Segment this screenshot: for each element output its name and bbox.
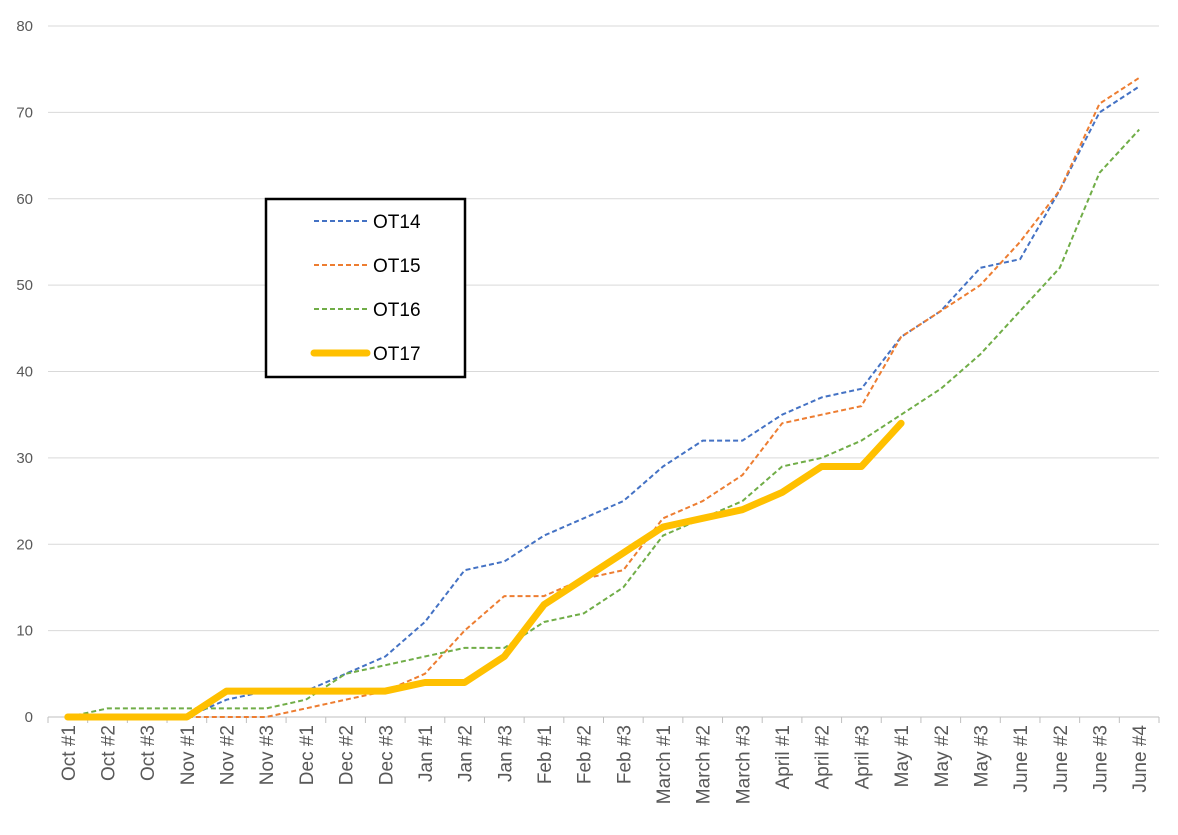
x-tick-label: Jan #1 xyxy=(416,725,437,782)
y-tick-label: 30 xyxy=(16,450,33,467)
x-tick-label: April #1 xyxy=(773,725,794,789)
legend-label-ot16: OT16 xyxy=(373,300,421,321)
series-line-ot17 xyxy=(64,419,905,721)
x-tick-label: Dec #3 xyxy=(376,725,397,785)
x-tick-label: June #1 xyxy=(1011,725,1032,793)
x-tick-label: March #1 xyxy=(654,725,675,804)
x-tick-label: May #1 xyxy=(892,725,913,787)
legend-label-ot14: OT14 xyxy=(373,212,421,233)
x-tick-label: March #3 xyxy=(733,725,754,804)
x-tick-label: Oct #3 xyxy=(138,725,159,781)
x-tick-label: June #4 xyxy=(1130,725,1151,793)
x-tick-label: April #3 xyxy=(852,725,873,789)
x-tick-label: Feb #2 xyxy=(575,725,596,784)
y-tick-label: 40 xyxy=(16,364,33,381)
y-tick-label: 50 xyxy=(16,277,33,294)
y-tick-label: 10 xyxy=(16,623,33,640)
series-line-ot16 xyxy=(67,128,1140,718)
legend-box xyxy=(264,197,467,379)
y-tick-label: 60 xyxy=(16,191,33,208)
legend: OT14 OT15 OT16 OT17 xyxy=(264,197,467,379)
legend-label-ot17: OT17 xyxy=(373,344,421,365)
x-tick-label: Dec #1 xyxy=(297,725,318,785)
gridlines xyxy=(48,25,1159,632)
y-tick-label: 80 xyxy=(16,18,33,35)
series-lines xyxy=(64,76,1140,721)
x-tick-label: Nov #1 xyxy=(178,725,199,785)
y-axis: 0 10 20 30 40 50 60 70 80 xyxy=(16,18,33,726)
x-tick-label: Feb #3 xyxy=(614,725,635,784)
x-tick-label: Dec #2 xyxy=(337,725,358,785)
x-tick-label: Feb #1 xyxy=(535,725,556,784)
y-tick-label: 70 xyxy=(16,104,33,121)
x-tick-label: June #3 xyxy=(1090,725,1111,793)
series-line-ot14 xyxy=(67,85,1140,718)
x-tick-label: Nov #2 xyxy=(218,725,239,785)
x-tick-label: Nov #3 xyxy=(257,725,278,785)
legend-label-ot15: OT15 xyxy=(373,256,421,277)
x-tick-label: May #2 xyxy=(932,725,953,787)
x-tick-label: May #3 xyxy=(971,725,992,787)
x-tick-label: April #2 xyxy=(813,725,834,789)
x-tick-label: Oct #2 xyxy=(99,725,120,781)
x-tick-label: March #2 xyxy=(694,725,715,804)
x-tick-label: Jan #2 xyxy=(456,725,477,782)
x-tick-label: Oct #1 xyxy=(59,725,80,781)
series-line-ot15 xyxy=(67,76,1140,718)
x-tick-label: June #2 xyxy=(1051,725,1072,793)
x-tick-label: Jan #3 xyxy=(495,725,516,782)
x-axis: Oct #1 Oct #2 Oct #3 Nov #1 Nov #2 Nov #3 Dec … xyxy=(47,716,1160,804)
y-tick-label: 0 xyxy=(25,709,33,726)
y-tick-label: 20 xyxy=(16,536,33,553)
